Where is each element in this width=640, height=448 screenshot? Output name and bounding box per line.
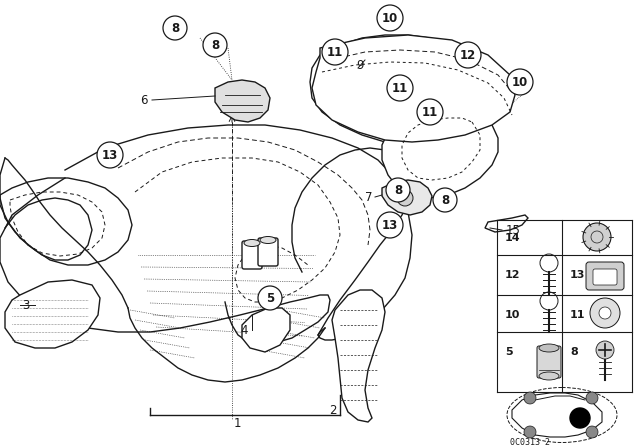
Text: 12: 12 <box>460 48 476 61</box>
FancyBboxPatch shape <box>242 241 262 269</box>
Circle shape <box>417 99 443 125</box>
Polygon shape <box>5 280 100 348</box>
Circle shape <box>586 426 598 438</box>
FancyBboxPatch shape <box>586 262 624 290</box>
Polygon shape <box>382 180 432 215</box>
Circle shape <box>386 178 410 202</box>
Text: 13: 13 <box>382 219 398 232</box>
Ellipse shape <box>539 344 559 352</box>
Text: 5: 5 <box>266 292 274 305</box>
Circle shape <box>397 190 413 206</box>
Circle shape <box>377 212 403 238</box>
Text: 11: 11 <box>392 82 408 95</box>
Ellipse shape <box>507 388 617 443</box>
Polygon shape <box>0 178 132 265</box>
Circle shape <box>163 16 187 40</box>
Text: 13: 13 <box>570 270 586 280</box>
Text: 10: 10 <box>505 310 520 320</box>
Text: 13: 13 <box>102 148 118 161</box>
Text: 2: 2 <box>329 404 337 417</box>
Text: 0C0313 2: 0C0313 2 <box>510 438 550 447</box>
Ellipse shape <box>539 372 559 380</box>
Circle shape <box>387 75 413 101</box>
Circle shape <box>583 223 611 251</box>
Text: 8: 8 <box>441 194 449 207</box>
Ellipse shape <box>244 240 260 246</box>
Text: 8: 8 <box>570 347 578 357</box>
Circle shape <box>203 33 227 57</box>
Text: 12: 12 <box>505 270 520 280</box>
FancyBboxPatch shape <box>537 346 561 378</box>
FancyBboxPatch shape <box>593 269 617 285</box>
Circle shape <box>570 408 590 428</box>
Circle shape <box>455 42 481 68</box>
Text: 3: 3 <box>22 298 30 311</box>
Text: 8: 8 <box>171 22 179 34</box>
Circle shape <box>524 392 536 404</box>
Text: 11: 11 <box>327 46 343 59</box>
Circle shape <box>586 392 598 404</box>
Polygon shape <box>332 290 385 422</box>
Circle shape <box>507 69 533 95</box>
Circle shape <box>97 142 123 168</box>
Text: 1: 1 <box>233 417 241 430</box>
Text: 5: 5 <box>505 347 513 357</box>
Circle shape <box>433 188 457 212</box>
Text: 9: 9 <box>356 59 364 72</box>
Text: 14: 14 <box>505 233 520 243</box>
Text: 11: 11 <box>422 105 438 119</box>
Circle shape <box>322 39 348 65</box>
Polygon shape <box>215 80 270 122</box>
Polygon shape <box>485 215 528 232</box>
Text: 8: 8 <box>211 39 219 52</box>
Circle shape <box>258 286 282 310</box>
Polygon shape <box>242 308 290 352</box>
Circle shape <box>377 5 403 31</box>
Polygon shape <box>310 35 490 145</box>
Text: 15: 15 <box>506 224 521 237</box>
Ellipse shape <box>260 237 276 244</box>
Text: 4: 4 <box>241 323 248 336</box>
Polygon shape <box>382 108 498 198</box>
Text: 8: 8 <box>394 184 402 197</box>
FancyBboxPatch shape <box>258 238 278 266</box>
Text: 10: 10 <box>512 76 528 89</box>
Text: 10: 10 <box>382 12 398 25</box>
Text: 11: 11 <box>570 310 586 320</box>
Polygon shape <box>312 35 515 142</box>
Circle shape <box>590 298 620 328</box>
Circle shape <box>524 426 536 438</box>
Polygon shape <box>512 393 602 437</box>
Text: 6: 6 <box>141 94 148 107</box>
Text: 7: 7 <box>365 190 372 203</box>
Circle shape <box>596 341 614 359</box>
Circle shape <box>599 307 611 319</box>
